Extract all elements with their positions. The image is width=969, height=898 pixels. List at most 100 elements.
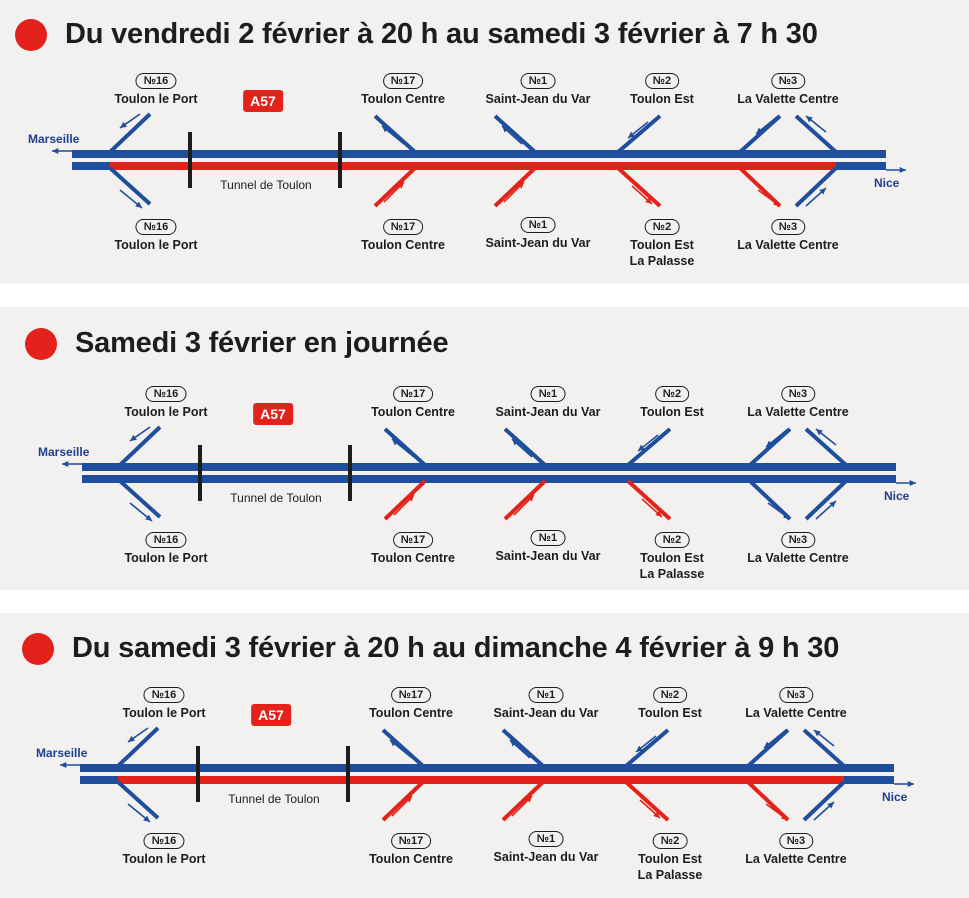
closed-carriageway [110,162,836,170]
exit-number-badge: №2 [654,532,690,548]
ramp-17-top [381,728,425,768]
arrow-1-bottom-head [517,182,524,189]
arrow-17-top-head [390,740,397,747]
exit-name: La Valette Centre [737,238,839,252]
arrow-1-top-head [512,439,519,446]
arrow-3-top-west-head [764,741,771,748]
ramp-3-top-east [804,427,848,467]
tunnel-portal-2 [346,746,350,802]
exit-2-top-label: №2 Toulon Est [630,72,694,107]
ramp-3-top-east [802,728,846,768]
exit-name: Toulon Centre [371,551,455,565]
panel-title: Du vendredi 2 février à 20 h au samedi 3… [65,18,818,50]
exit-1-bottom-label: №1 Saint-Jean du Var [485,216,591,251]
carriageway-westbound [82,463,896,471]
arrow-2-bottom-head [653,811,660,818]
exit-name: Toulon Est [640,551,704,565]
ramp-2-top [624,728,670,768]
exit-1-top-label: №1 Saint-Jean du Var [493,686,599,721]
exit-17-bottom-label: №17 Toulon Centre [369,832,453,867]
ramp-16-bottom [116,780,160,820]
exit-number-badge: №3 [780,532,816,548]
exit-number-badge: №3 [770,219,806,235]
exit-number-badge: №2 [644,73,680,89]
ramp-17-top [373,114,417,154]
exit-name: Toulon Centre [369,706,453,720]
diagram-svg [60,726,914,823]
ramp-1-top [503,427,547,467]
ramp-17-top [383,427,427,467]
ramp-3-bottom-east [802,780,846,822]
exit-number-badge: №3 [778,687,814,703]
arrow-3-top-west-head [756,127,763,134]
ramp-17-bottom [373,166,417,208]
exit-number-badge: №3 [780,386,816,402]
exit-number-badge: №17 [390,833,432,849]
exit-name: La Valette Centre [737,92,839,106]
arrow-16-top-head [128,735,135,742]
ramp-17-bottom [383,479,427,521]
panel-3-title-row: Du samedi 3 février à 20 h au dimanche 4… [22,632,839,665]
ramp-3-top-west [738,114,782,154]
exit-3-top-label: №3 La Valette Centre [737,72,839,107]
arrow-3-bottom-west-head [773,199,780,206]
diagram-svg [52,112,906,209]
arrow-1-bottom-head [527,495,534,502]
exit-1-bottom-label: №1 Saint-Jean du Var [496,529,600,564]
west-direction-arrow-head [62,460,69,468]
interchange-diagram: №16 Toulon le Port №17 Toulon Centre №1 Saint… [0,62,969,272]
arrow-2-top-head [636,745,643,752]
exit-1-top-label: №1 Saint-Jean du Var [495,385,601,420]
panel-3: Du samedi 3 février à 20 h au dimanche 4… [0,613,969,898]
nice-label: Nice [882,790,908,804]
carriageway-eastbound [82,475,896,483]
exit-number-badge: №16 [135,73,177,89]
arrow-3-bottom-east-head [827,802,834,809]
exit-name: Toulon le Port [114,92,198,106]
panel-title: Samedi 3 février en journée [75,327,449,359]
exit-name: Saint-Jean du Var [493,706,599,720]
exit-number-badge: №1 [530,530,566,546]
exit-number-badge: №2 [654,386,690,402]
arrow-16-top-head [120,121,127,128]
red-dot-icon [25,327,57,360]
arrow-2-bottom-head [645,197,652,204]
ramp-3-bottom-west [748,479,792,521]
arrow-1-top-head [510,740,517,747]
exit-3-bottom-label: №3 La Valette Centre [745,832,847,867]
arrow-1-bottom-head [525,796,532,803]
arrow-17-bottom-head [397,182,404,189]
exit-name: Saint-Jean du Var [495,405,601,419]
exit-number-badge: №16 [145,532,187,548]
ramp-16-top [118,425,162,467]
exit-3-top-label: №3 La Valette Centre [745,686,847,721]
interchange-diagram: №16 Toulon le Port №17 Toulon Centre №1 Saint… [0,375,969,585]
exit-number-badge: №17 [392,532,434,548]
marseille-label: Marseille [36,746,88,760]
arrow-16-top-head [130,434,137,441]
exit-name: Toulon Centre [369,852,453,866]
arrow-1-top-head [502,126,509,133]
tunnel-portal-1 [198,445,202,501]
arrow-2-bottom-head [655,510,662,517]
exit-number-badge: №3 [770,73,806,89]
exit-number-badge: №2 [652,833,688,849]
exit-name: La Valette Centre [745,706,847,720]
east-direction-arrow-head [899,166,906,174]
tunnel-label: Tunnel de Toulon [220,178,312,192]
arrow-2-top-head [628,131,635,138]
exit-name: Toulon Est [630,238,694,252]
exit-name: Toulon Est [638,852,702,866]
arrow-3-bottom-east-head [829,501,836,508]
a57-road-badge: A57 [253,403,293,425]
west-direction-arrow-head [60,761,67,769]
exit-name: Toulon Est [640,405,704,419]
red-dot-icon [22,632,54,665]
east-direction-arrow-head [907,780,914,788]
arrow-17-bottom-head [407,495,414,502]
exit-2-top-label: №2 Toulon Est [638,686,702,721]
exit-number-badge: №3 [778,833,814,849]
exit-1-top-label: №1 Saint-Jean du Var [486,72,590,107]
exit-number-badge: №16 [135,219,177,235]
exit-name: Saint-Jean du Var [485,236,591,250]
